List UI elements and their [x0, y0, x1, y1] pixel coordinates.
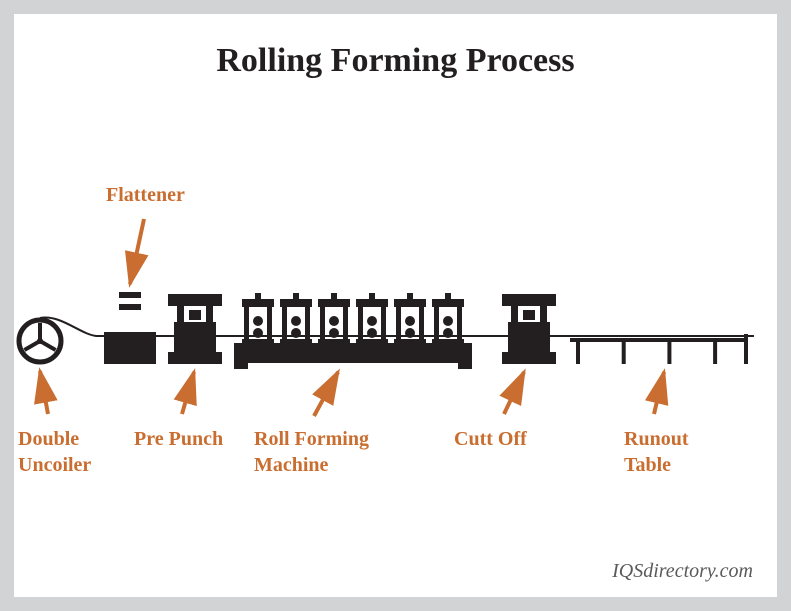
- uncoiler-icon: [19, 320, 61, 362]
- label-roll-forming: Roll Forming Machine: [254, 426, 369, 478]
- arrow-runout: [654, 372, 664, 414]
- diagram-title: Rolling Forming Process: [34, 42, 757, 80]
- cutt-off-icon: [502, 294, 556, 364]
- label-runout-table: Runout Table: [624, 426, 688, 478]
- label-flattener: Flattener: [106, 182, 185, 208]
- arrow-uncoiler: [40, 371, 48, 414]
- label-pre-punch: Pre Punch: [134, 426, 223, 452]
- flattener-icon: [104, 292, 156, 364]
- diagram-area: Flattener Double Uncoiler Pre Punch Roll…: [14, 114, 777, 537]
- arrow-rollform: [314, 372, 338, 416]
- label-runout-l2: Table: [624, 454, 671, 476]
- label-runout-l1: Runout: [624, 428, 688, 450]
- label-roll-forming-l2: Machine: [254, 454, 328, 476]
- outer-frame: Rolling Forming Process Flattener Double…: [0, 0, 791, 611]
- diagram-panel: Rolling Forming Process Flattener Double…: [14, 14, 777, 597]
- attribution-text: IQSdirectory.com: [612, 560, 753, 583]
- label-cutt-off: Cutt Off: [454, 426, 527, 452]
- arrow-prepunch: [182, 372, 194, 414]
- label-roll-forming-l1: Roll Forming: [254, 428, 369, 450]
- label-double-uncoiler: Double Uncoiler: [18, 426, 91, 478]
- arrow-flattener: [130, 219, 144, 284]
- label-double-uncoiler-l2: Uncoiler: [18, 454, 91, 476]
- roll-forming-icon: [234, 293, 472, 369]
- runout-table-icon: [570, 334, 748, 364]
- arrow-cuttoff: [504, 372, 524, 414]
- label-double-uncoiler-l1: Double: [18, 428, 79, 450]
- pre-punch-icon: [168, 294, 222, 364]
